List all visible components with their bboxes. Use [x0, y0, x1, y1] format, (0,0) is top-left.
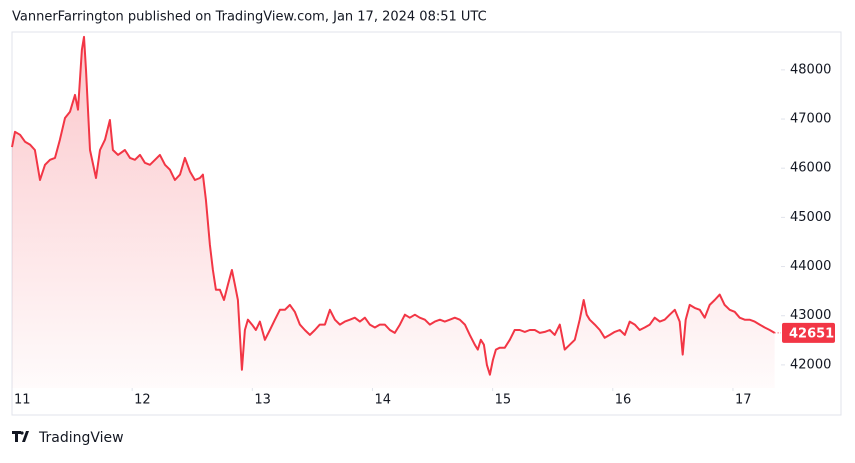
x-tick-label: 16	[615, 393, 632, 408]
footer-brand: TradingView	[38, 430, 124, 446]
x-tick-label: 14	[374, 393, 391, 408]
price-line	[11, 35, 776, 376]
x-tick-label: 11	[14, 393, 31, 408]
last-price-badge	[782, 322, 835, 343]
y-tick-label: 46000	[790, 161, 831, 176]
x-tick-label: 17	[735, 393, 752, 408]
area-fill	[12, 36, 775, 389]
last-price-label: 42651	[789, 326, 834, 341]
header-text: VannerFarrington published on TradingVie…	[12, 10, 487, 25]
y-tick-label: 45000	[790, 210, 831, 225]
logo	[12, 431, 29, 442]
y-tick-label: 44000	[790, 259, 831, 274]
x-tick-label: 15	[495, 393, 512, 408]
y-tick-label: 43000	[790, 308, 831, 323]
y-tick-label: 48000	[790, 62, 831, 77]
y-tick-label: 47000	[790, 112, 831, 127]
x-tick-label: 12	[134, 393, 151, 408]
x-tick-label: 13	[254, 393, 271, 408]
y-tick-label: 42000	[790, 357, 831, 372]
